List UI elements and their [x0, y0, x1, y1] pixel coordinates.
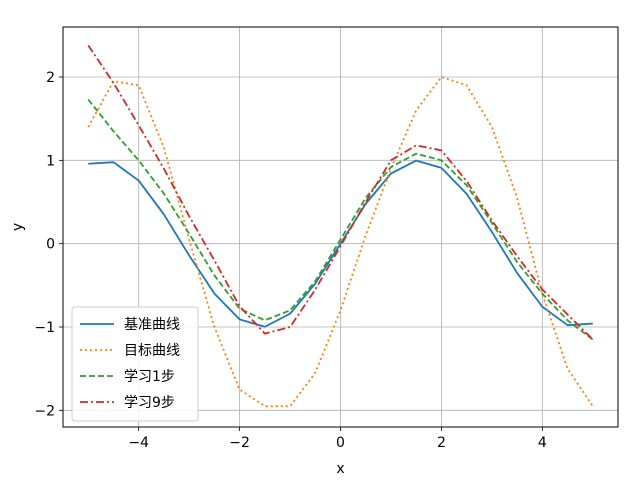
legend-box	[71, 306, 199, 422]
grid-lines	[63, 27, 618, 427]
legend-label: 基准曲线	[124, 316, 180, 333]
y-tick-label: 1	[46, 153, 55, 169]
series-line-4	[87, 44, 594, 341]
y-tick-label: 0	[46, 237, 55, 253]
series-line-3	[87, 98, 594, 341]
x-tick-label: 4	[538, 435, 547, 451]
y-tick-label: −1	[34, 320, 55, 336]
legend-label: 学习1步	[124, 369, 175, 385]
x-tick-label: −4	[128, 435, 149, 451]
x-tick-label: 0	[336, 435, 345, 451]
axis-ticks: −4 −2 0 2 4 −2 −1 0 1 2	[34, 70, 546, 451]
x-axis-label: x	[336, 461, 344, 477]
x-tick-label: 2	[437, 435, 446, 451]
series-lines	[87, 44, 594, 408]
x-tick-label: −2	[229, 435, 250, 451]
series-line-1	[88, 159, 593, 328]
y-axis-label: y	[10, 223, 26, 231]
series-line-2	[87, 76, 594, 408]
y-tick-label: 2	[46, 70, 55, 86]
legend-label: 学习9步	[124, 395, 175, 411]
legend-label: 目标曲线	[124, 343, 180, 359]
y-tick-label: −2	[34, 403, 55, 419]
